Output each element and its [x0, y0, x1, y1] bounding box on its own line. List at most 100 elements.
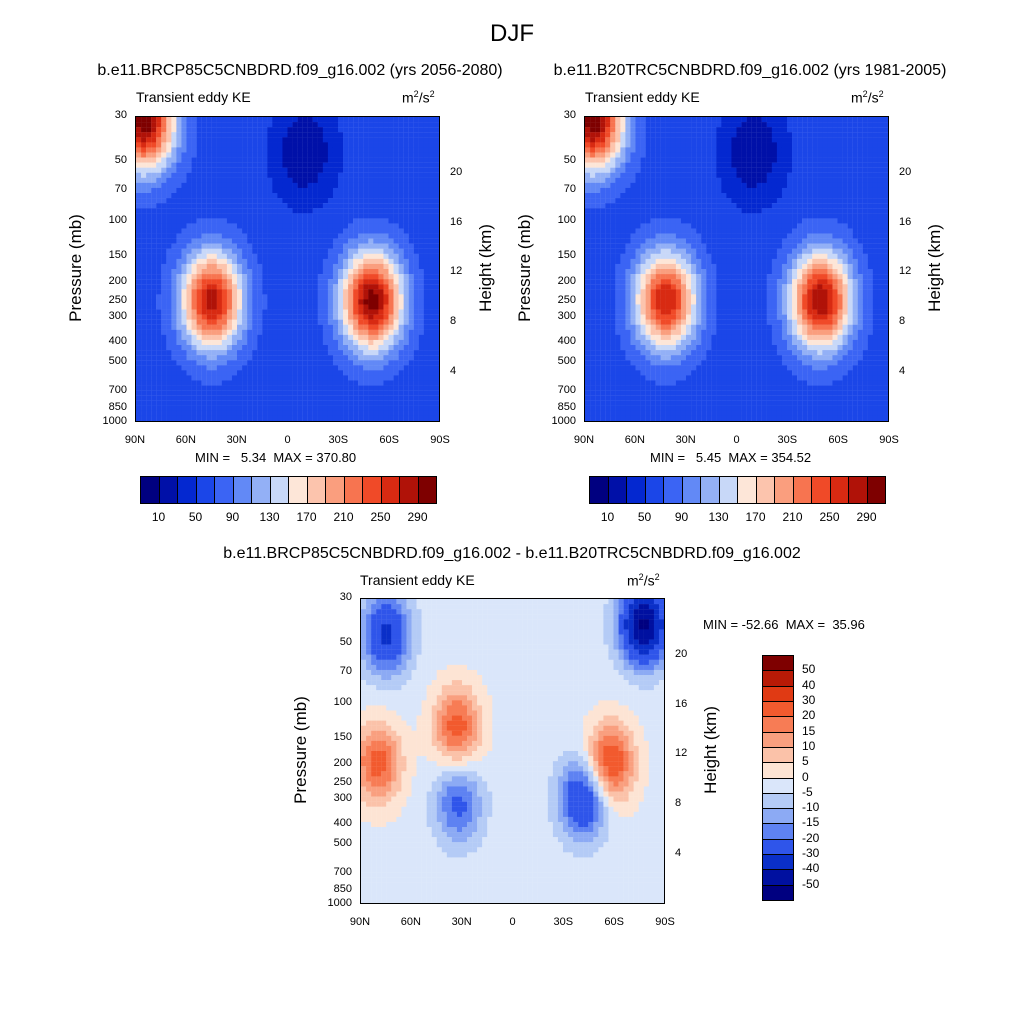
contour-cell [680, 274, 687, 280]
contour-cell [675, 167, 682, 173]
contour-cell [388, 263, 394, 270]
contour-cell [267, 405, 273, 412]
contour-cell [630, 243, 636, 249]
contour-cell [403, 218, 409, 224]
contour-cell [670, 117, 677, 123]
contour-cell [413, 375, 419, 381]
contour-cell [297, 274, 303, 280]
contour-cell [670, 187, 677, 194]
contour-cell [620, 162, 626, 168]
contour-cell [272, 314, 278, 320]
contour-cell [348, 117, 354, 123]
contour-cell [196, 117, 202, 123]
contour-cell [600, 410, 606, 417]
contour-cell [221, 279, 228, 285]
contour-cell [332, 258, 339, 265]
contour-cell [262, 370, 268, 376]
contour-cell [428, 365, 435, 371]
contour-cell [247, 187, 253, 194]
contour-cell [423, 218, 430, 224]
contour-cell [181, 319, 187, 325]
contour-cell [655, 400, 661, 406]
contour-cell [338, 248, 344, 254]
panel1-title: b.e11.BRCP85C5CNBDRD.f09_g16.002 (yrs 20… [97, 62, 503, 79]
contour-cell [620, 117, 626, 123]
contour-cell [242, 395, 248, 401]
contour-cell [388, 187, 394, 194]
contour-cell [388, 172, 394, 178]
contour-cell [428, 223, 435, 229]
contour-cell [216, 309, 223, 315]
contour-cell [393, 365, 399, 371]
contour-cell [186, 142, 192, 148]
contour-cell [292, 274, 298, 280]
contour-cell [141, 339, 147, 346]
contour-cell [630, 172, 636, 178]
contour-cell [257, 218, 263, 224]
contour-cell [206, 203, 212, 209]
contour-cell [630, 182, 636, 189]
contour-cell [287, 177, 293, 184]
contour-cell [231, 274, 238, 280]
contour-cell [277, 182, 283, 189]
contour-cell [166, 339, 172, 346]
contour-cell [655, 324, 661, 330]
contour-cell [267, 304, 273, 310]
contour-cell [247, 370, 253, 376]
contour-cell [408, 193, 414, 199]
contour-cell [181, 380, 187, 386]
contour-cell [630, 415, 636, 421]
contour-cell [595, 122, 601, 128]
contour-cell [383, 380, 389, 386]
contour-cell [660, 122, 666, 128]
contour-cell [161, 208, 167, 214]
contour-cell [428, 198, 435, 204]
contour-cell [201, 132, 207, 138]
contour-cell [292, 284, 298, 290]
contour-cell [368, 213, 374, 219]
contour-cell [236, 279, 243, 285]
contour-cell [691, 167, 697, 173]
contour-cell [433, 395, 439, 401]
contour-cell [206, 233, 212, 239]
contour-cell [685, 390, 692, 396]
contour-cell [272, 203, 278, 209]
contour-cell [383, 208, 389, 214]
contour-cell [176, 284, 182, 290]
contour-cell [307, 147, 313, 153]
contour-cell [272, 117, 278, 123]
contour-cell [665, 198, 672, 204]
contour-cell [670, 208, 677, 214]
contour-cell [282, 243, 288, 249]
contour-cell [171, 400, 177, 406]
contour-cell [226, 238, 233, 244]
contour-cell [363, 243, 369, 249]
contour-cell [166, 203, 172, 209]
contour-cell [398, 380, 404, 386]
contour-cell [262, 415, 268, 421]
contour-cell [363, 279, 369, 285]
contour-cell [605, 177, 611, 184]
contour-cell [423, 375, 430, 381]
contour-cell [343, 380, 349, 386]
contour-cell [418, 182, 425, 189]
contour-cell [176, 142, 182, 148]
contour-cell [428, 375, 435, 381]
contour-cell [302, 258, 308, 265]
contour-cell [433, 390, 439, 396]
contour-cell [635, 284, 641, 290]
contour-cell [277, 187, 283, 194]
contour-cell [252, 228, 258, 234]
contour-cell [368, 193, 374, 199]
contour-cell [231, 193, 238, 199]
contour-cell [343, 243, 349, 249]
contour-cell [287, 208, 293, 214]
contour-cell [282, 410, 288, 417]
contour-cell [675, 213, 682, 219]
contour-cell [231, 117, 238, 123]
contour-cell [272, 248, 278, 254]
contour-cell [312, 299, 318, 305]
contour-cell [317, 329, 324, 336]
contour-cell [423, 117, 430, 123]
contour-cell [630, 132, 636, 138]
